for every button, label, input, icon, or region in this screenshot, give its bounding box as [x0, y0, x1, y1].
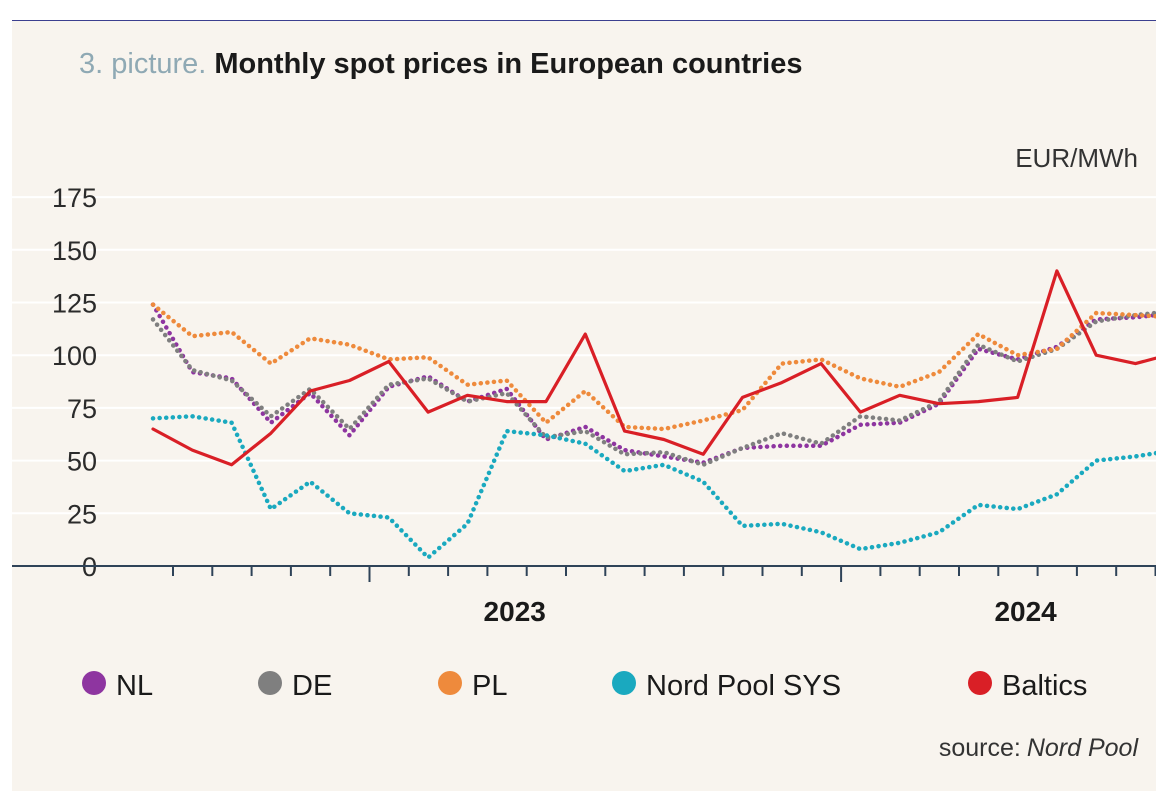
y-tick-label-125: 125	[52, 289, 97, 319]
legend-label-pl: PL	[472, 670, 507, 702]
gridlines	[12, 196, 1156, 515]
chart-title: 3. picture. Monthly spot prices in Europe…	[79, 48, 802, 80]
legend-label-nl: NL	[116, 670, 153, 702]
legend: NL DE PL Nord Pool SYS Baltics	[82, 670, 1087, 702]
y-tick-label-50: 50	[67, 447, 97, 477]
legend-marker-pl	[438, 671, 462, 695]
legend-marker-de	[258, 671, 282, 695]
legend-marker-nord-pool-sys	[612, 671, 636, 695]
title-prefix: 3. picture.	[79, 48, 206, 80]
legend-marker-baltics	[968, 671, 992, 695]
series-lines	[150, 269, 1156, 560]
series-line-pl	[150, 302, 1156, 432]
series-line-nord-pool-sys	[150, 414, 1156, 560]
legend-label-baltics: Baltics	[1002, 670, 1087, 702]
legend-marker-nl	[82, 671, 106, 695]
y-tick-label-75: 75	[67, 394, 97, 424]
unit-label: EUR/MWh	[1015, 143, 1138, 173]
year-label-2024: 2024	[994, 596, 1057, 627]
y-axis-labels: 0255075100125150175	[52, 183, 97, 582]
series-line-baltics	[151, 269, 1156, 467]
y-tick-label-25: 25	[67, 499, 97, 529]
x-axis: 202320242025	[12, 565, 1156, 627]
legend-label-de: DE	[292, 670, 332, 702]
source-label: source:	[939, 734, 1021, 762]
legend-label-nord-pool-sys: Nord Pool SYS	[646, 670, 841, 702]
source-name: Nord Pool	[1027, 734, 1140, 762]
line-chart: 3. picture. Monthly spot prices in Europe…	[12, 48, 1156, 762]
y-tick-label-150: 150	[52, 236, 97, 266]
y-tick-label-175: 175	[52, 183, 97, 213]
source-note: source: Nord Pool	[939, 734, 1140, 762]
y-tick-label-100: 100	[52, 341, 97, 371]
year-label-2023: 2023	[484, 596, 546, 627]
title-main: Monthly spot prices in European countrie…	[214, 48, 802, 80]
chart-frame: 3. picture. Monthly spot prices in Europe…	[12, 20, 1156, 791]
